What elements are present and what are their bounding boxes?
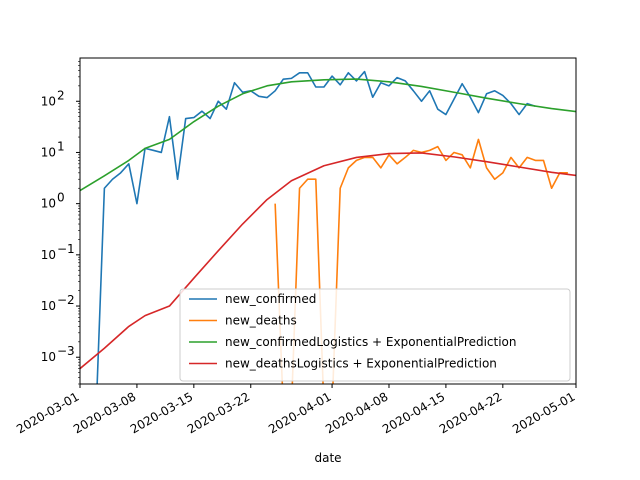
legend: new_confirmed new_deaths new_confirmedLogi… [179,288,571,382]
x-axis-label: date [314,451,341,465]
y-tick-exponent-2: −1 [57,242,75,256]
y-tick-label-3: 10 [41,197,56,211]
y-tick-exponent-5: 2 [57,88,65,102]
y-tick-label-5: 10 [41,94,56,108]
series-line-3 [80,152,576,370]
legend-label-2: new_confirmedLogistics + ExponentialPred… [225,335,517,349]
legend-label-1: new_deaths [225,314,297,328]
y-tick-label-4: 10 [41,145,56,159]
y-tick-label-2: 10 [41,248,56,262]
y-tick-exponent-4: 1 [57,139,65,153]
y-tick-exponent-3: 0 [57,191,65,205]
legend-box [179,288,571,382]
series-layer [80,70,576,384]
y-tick-exponent-0: −3 [57,344,75,358]
y-tick-label-0: 10 [41,350,56,364]
y-tick-exponent-1: −2 [57,293,75,307]
series-line-0 [96,70,536,384]
legend-label-0: new_confirmed [225,292,316,306]
y-tick-label-1: 10 [41,299,56,313]
legend-label-3: new_deathsLogistics + ExponentialPredict… [225,357,497,371]
plot-frame [79,57,577,385]
series-line-2 [80,78,576,192]
